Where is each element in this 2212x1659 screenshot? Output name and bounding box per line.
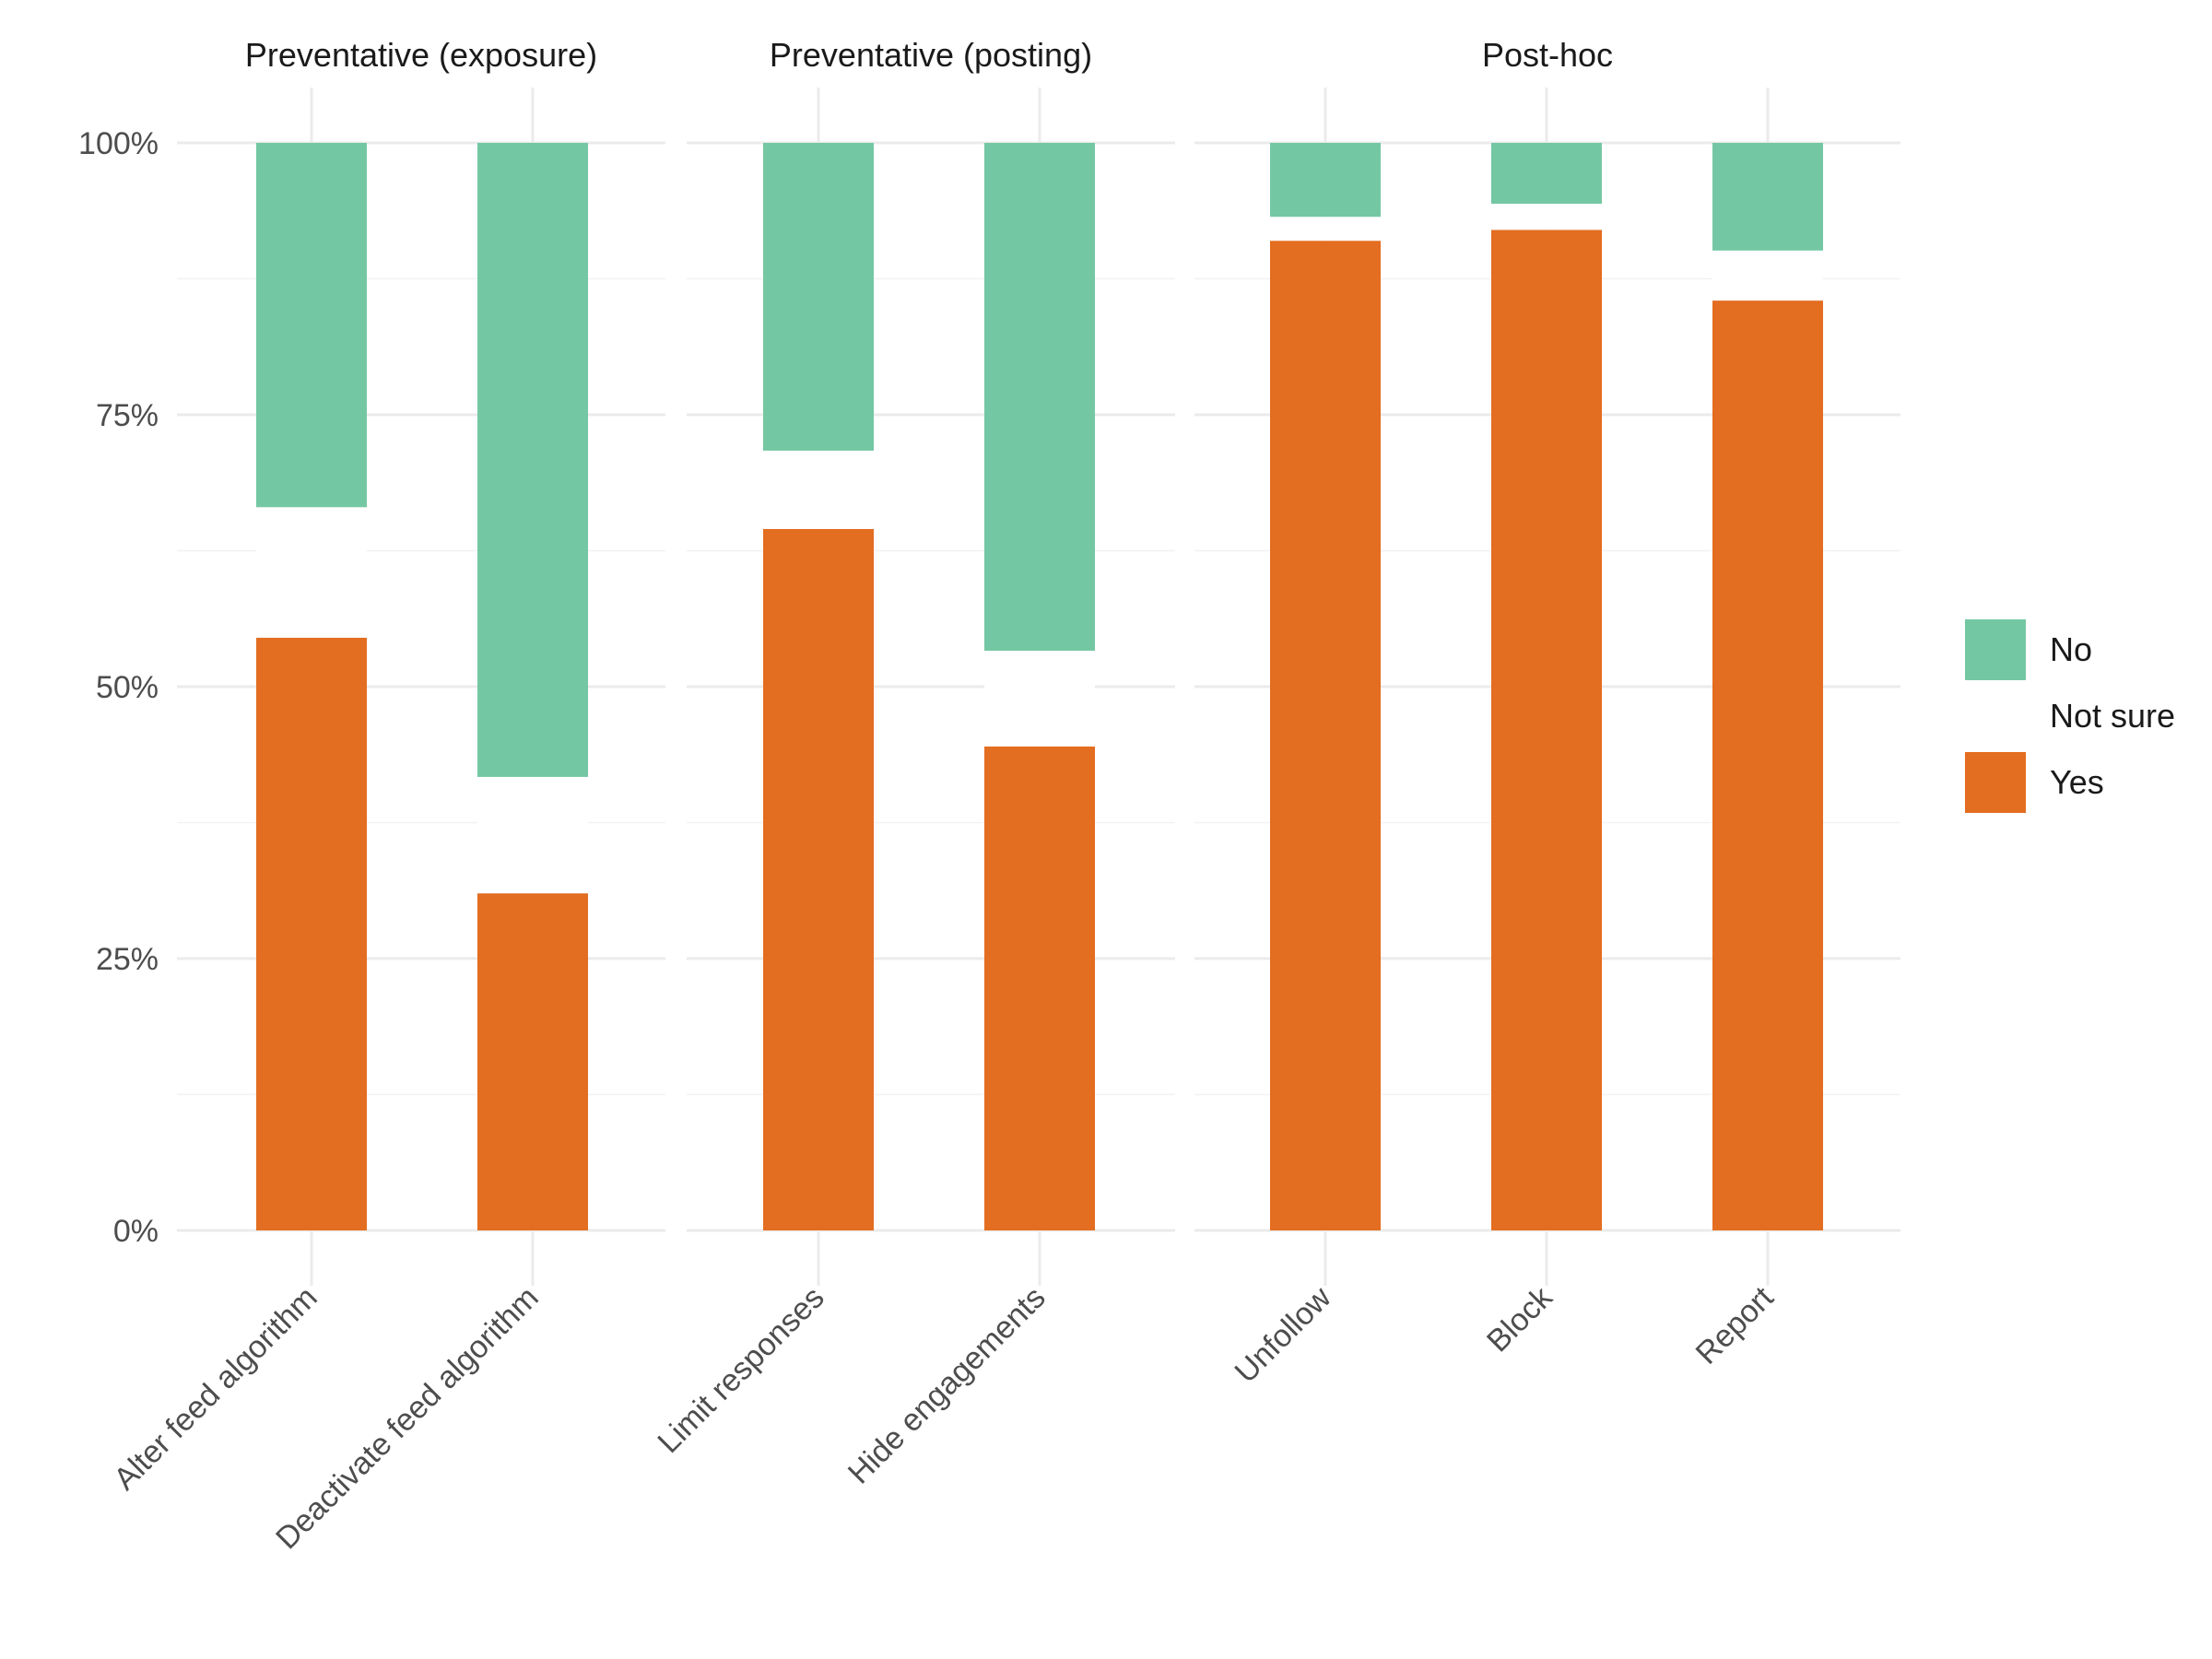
x-tick-label-deactivate-feed-algorithm: Deactivate feed algorithm	[269, 1280, 545, 1556]
x-tick-label-report: Report	[1689, 1279, 1781, 1371]
bar-report-no	[1712, 143, 1823, 251]
legend-label-yes: Yes	[2050, 763, 2104, 801]
y-tick-label: 25%	[96, 942, 159, 977]
legend-key-yes	[1965, 752, 2026, 813]
y-tick-label: 100%	[78, 126, 159, 161]
facet-title-post-hoc: Post-hoc	[1482, 36, 1613, 74]
bar-deactivate-feed-algorithm-no	[477, 143, 588, 777]
bar-hide-engagements-not-sure	[984, 651, 1095, 747]
bar-unfollow-not-sure	[1270, 217, 1381, 241]
facet-titles: Preventative (exposure) Preventative (pos…	[245, 36, 1613, 74]
x-tick-label-hide-engagements: Hide engagements	[841, 1280, 1053, 1491]
bar-block-no	[1491, 143, 1602, 205]
bars	[256, 143, 1823, 1231]
x-tick-label-block: Block	[1480, 1279, 1559, 1359]
bar-alter-feed-algorithm-not-sure	[256, 507, 367, 638]
bar-alter-feed-algorithm-yes	[256, 637, 367, 1230]
x-tick-label-alter-feed-algorithm: Alter feed algorithm	[107, 1280, 324, 1497]
bar-deactivate-feed-algorithm-not-sure	[477, 776, 588, 894]
x-tick-label-unfollow: Unfollow	[1229, 1279, 1338, 1389]
bar-limit-responses-not-sure	[763, 450, 874, 529]
legend: No Not sure Yes	[1965, 619, 2175, 813]
bar-limit-responses-yes	[763, 528, 874, 1230]
bar-block-yes	[1491, 229, 1602, 1230]
legend-key-not-sure	[1965, 686, 2026, 747]
facet-title-preventative-posting: Preventative (posting)	[770, 36, 1092, 74]
bar-deactivate-feed-algorithm-yes	[477, 893, 588, 1230]
bar-hide-engagements-no	[984, 143, 1095, 652]
facet-title-preventative-exposure: Preventative (exposure)	[245, 36, 597, 74]
bar-alter-feed-algorithm-no	[256, 143, 367, 508]
bar-hide-engagements-yes	[984, 746, 1095, 1230]
legend-label-no: No	[2050, 630, 2092, 668]
y-tick-label: 75%	[96, 398, 159, 433]
bar-limit-responses-no	[763, 143, 874, 451]
bar-unfollow-yes	[1270, 241, 1381, 1231]
bar-report-yes	[1712, 300, 1823, 1231]
y-tick-label: 0%	[113, 1214, 159, 1249]
bar-block-not-sure	[1491, 204, 1602, 230]
legend-label-not-sure: Not sure	[2050, 697, 2175, 735]
y-tick-label: 50%	[96, 670, 159, 705]
bar-report-not-sure	[1712, 250, 1823, 301]
bar-unfollow-no	[1270, 143, 1381, 218]
legend-key-no	[1965, 619, 2026, 680]
x-tick-label-limit-responses: Limit responses	[651, 1280, 830, 1460]
y-axis-ticks: 0% 25% 50% 75% 100%	[78, 126, 159, 1249]
